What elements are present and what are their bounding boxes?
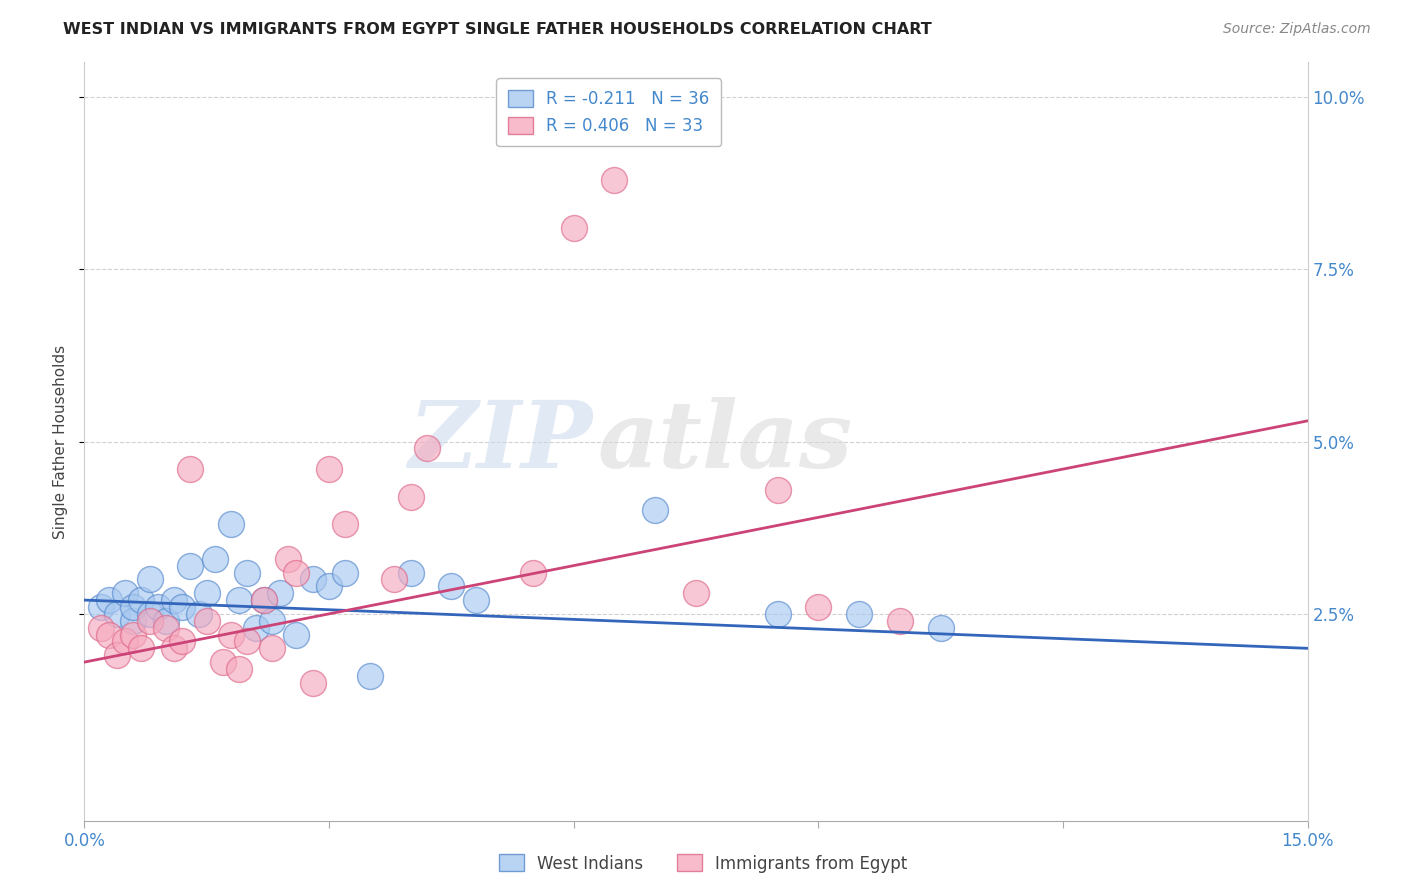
Point: [318, 579, 340, 593]
Point: [138, 573, 160, 587]
Point: [131, 593, 153, 607]
Point: [138, 607, 160, 621]
Point: [399, 490, 422, 504]
Point: [335, 517, 357, 532]
Point: [122, 614, 145, 628]
Y-axis label: Single Father Households: Single Father Households: [53, 344, 69, 539]
Point: [277, 551, 299, 566]
Point: [766, 607, 789, 621]
Point: [685, 586, 707, 600]
Point: [464, 593, 486, 607]
Point: [766, 483, 789, 497]
Point: [97, 627, 120, 641]
Point: [260, 641, 283, 656]
Point: [253, 593, 276, 607]
Point: [889, 614, 911, 628]
Point: [114, 634, 136, 648]
Legend: R = -0.211   N = 36, R = 0.406   N = 33: R = -0.211 N = 36, R = 0.406 N = 33: [496, 78, 721, 146]
Point: [416, 442, 439, 456]
Point: [236, 634, 259, 648]
Point: [146, 599, 169, 614]
Point: [163, 641, 186, 656]
Point: [359, 669, 381, 683]
Point: [301, 675, 323, 690]
Point: [179, 558, 201, 573]
Point: [260, 614, 283, 628]
Point: [253, 593, 276, 607]
Point: [97, 593, 120, 607]
Point: [562, 220, 585, 235]
Point: [335, 566, 357, 580]
Point: [399, 566, 422, 580]
Text: Source: ZipAtlas.com: Source: ZipAtlas.com: [1223, 22, 1371, 37]
Point: [285, 627, 308, 641]
Point: [122, 627, 145, 641]
Point: [138, 614, 160, 628]
Point: [318, 462, 340, 476]
Text: atlas: atlas: [598, 397, 853, 486]
Point: [122, 599, 145, 614]
Text: WEST INDIAN VS IMMIGRANTS FROM EGYPT SINGLE FATHER HOUSEHOLDS CORRELATION CHART: WEST INDIAN VS IMMIGRANTS FROM EGYPT SIN…: [63, 22, 932, 37]
Point: [245, 621, 267, 635]
Point: [131, 641, 153, 656]
Point: [269, 586, 291, 600]
Point: [105, 648, 128, 663]
Point: [195, 586, 218, 600]
Point: [195, 614, 218, 628]
Legend: West Indians, Immigrants from Egypt: West Indians, Immigrants from Egypt: [492, 847, 914, 880]
Point: [219, 627, 242, 641]
Point: [301, 573, 323, 587]
Point: [172, 634, 194, 648]
Point: [155, 614, 177, 628]
Point: [204, 551, 226, 566]
Point: [187, 607, 209, 621]
Point: [179, 462, 201, 476]
Point: [644, 503, 666, 517]
Point: [155, 621, 177, 635]
Point: [929, 621, 952, 635]
Point: [90, 621, 112, 635]
Point: [603, 172, 626, 186]
Point: [90, 599, 112, 614]
Point: [807, 599, 830, 614]
Point: [163, 593, 186, 607]
Point: [172, 599, 194, 614]
Text: ZIP: ZIP: [408, 397, 592, 486]
Point: [848, 607, 870, 621]
Point: [382, 573, 405, 587]
Point: [440, 579, 463, 593]
Point: [522, 566, 544, 580]
Point: [236, 566, 259, 580]
Point: [228, 662, 250, 676]
Point: [285, 566, 308, 580]
Point: [105, 607, 128, 621]
Point: [219, 517, 242, 532]
Point: [228, 593, 250, 607]
Point: [114, 586, 136, 600]
Point: [212, 655, 235, 669]
